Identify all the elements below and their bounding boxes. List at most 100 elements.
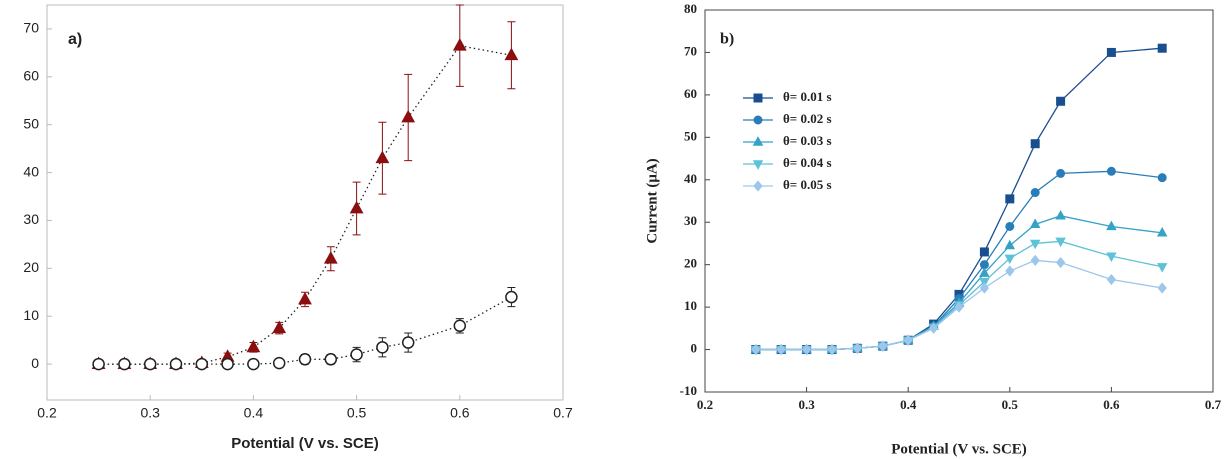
marker [852, 342, 863, 354]
marker [1056, 96, 1066, 106]
series-line [755, 215, 1163, 351]
marker [979, 282, 990, 294]
x-tick-label: 0.7 [553, 405, 573, 421]
marker [1157, 282, 1167, 294]
marker [1029, 239, 1041, 250]
marker [452, 38, 467, 51]
x-tick-label: 0.5 [1002, 397, 1019, 412]
marker [979, 267, 990, 277]
marker [751, 343, 761, 356]
x-tick-label: 0.5 [347, 405, 367, 421]
y-tick-label: 70 [684, 43, 697, 58]
marker [954, 301, 964, 313]
marker [979, 247, 989, 257]
marker [827, 343, 837, 356]
y-tick-label: 10 [684, 298, 697, 313]
series-line [755, 170, 1163, 351]
y-tick-label: 20 [23, 259, 39, 275]
marker [298, 353, 312, 366]
marker [118, 357, 131, 371]
series-line [98, 44, 512, 365]
x-tick-label: 0.4 [900, 397, 917, 412]
marker [143, 357, 157, 371]
marker [1156, 263, 1168, 273]
marker [1056, 168, 1066, 178]
y-tick-label: 0 [691, 341, 698, 356]
marker [1005, 221, 1015, 231]
legend-marker [753, 93, 763, 103]
legend-label: θ= 0.04 s [783, 155, 832, 170]
marker [928, 322, 939, 334]
marker [453, 319, 467, 333]
x-tick-label: 0.6 [1103, 397, 1120, 412]
marker [1055, 256, 1066, 269]
marker [1106, 47, 1116, 57]
y-tick-label: 60 [684, 86, 697, 101]
y-tick-label: 50 [684, 128, 697, 143]
y-tick-label: 30 [684, 213, 697, 228]
marker [169, 357, 183, 371]
panel-label: b) [720, 31, 734, 48]
marker [776, 343, 786, 356]
marker [1004, 254, 1016, 265]
y-tick-label: 0 [31, 355, 39, 371]
y-tick-label: 70 [23, 20, 39, 36]
x-tick-label: 0.2 [697, 397, 713, 412]
legend-label: θ= 0.01 s [783, 89, 832, 104]
marker [324, 353, 338, 366]
legend-label: θ= 0.03 s [783, 133, 832, 148]
plot-frame [704, 9, 1214, 393]
y-tick-label: 50 [23, 115, 39, 131]
x-tick-label: 0.3 [798, 397, 815, 412]
x-tick-label: 0.7 [1205, 397, 1222, 412]
x-axis-label: Potential (V vs. SCE) [891, 441, 1027, 457]
legend-label: θ= 0.05 s [783, 177, 832, 192]
y-tick-label: 60 [23, 68, 39, 84]
y-tick-label: -10 [680, 383, 697, 398]
marker [247, 357, 260, 371]
x-tick-label: 0.3 [140, 405, 160, 421]
x-tick-label: 0.2 [37, 405, 57, 421]
marker [195, 357, 209, 371]
marker [272, 320, 287, 334]
marker [1106, 252, 1117, 263]
plot-frame [46, 4, 564, 401]
marker [272, 356, 286, 370]
panel-label: a) [68, 31, 82, 48]
marker [505, 290, 518, 304]
marker [298, 291, 312, 305]
marker [1156, 226, 1168, 237]
y-tick-label: 40 [23, 163, 39, 179]
marker [1004, 239, 1016, 250]
legend-marker [752, 160, 764, 170]
y-tick-label: 10 [23, 307, 39, 323]
y-tick-label: 80 [684, 1, 697, 16]
marker [1106, 166, 1116, 176]
marker [1030, 139, 1040, 149]
marker [903, 334, 913, 346]
legend-marker [753, 180, 763, 192]
marker [1005, 194, 1015, 204]
y-axis-label: Current (μA) [644, 158, 660, 243]
y-tick-label: 20 [684, 256, 697, 271]
marker [376, 341, 389, 354]
marker [92, 357, 105, 371]
marker [1106, 220, 1117, 231]
marker [1106, 273, 1117, 286]
marker [801, 343, 812, 356]
marker [1157, 173, 1167, 183]
marker [221, 357, 234, 371]
marker [375, 150, 390, 164]
marker [246, 339, 261, 353]
x-axis-label: Potential (V vs. SCE) [231, 435, 379, 452]
marker [878, 340, 888, 352]
marker [1055, 237, 1066, 248]
marker [504, 47, 519, 61]
marker [323, 251, 338, 264]
marker [350, 348, 363, 361]
marker [401, 336, 415, 349]
marker [1055, 210, 1066, 220]
marker [1030, 188, 1040, 198]
marker [349, 200, 364, 214]
